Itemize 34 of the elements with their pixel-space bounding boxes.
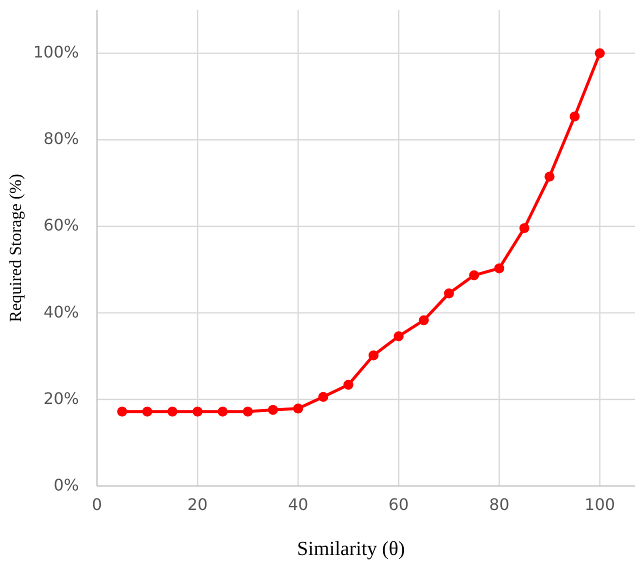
point — [293, 404, 304, 414]
x-tick-label: 40 — [288, 495, 308, 514]
point — [268, 404, 278, 415]
point — [570, 111, 580, 122]
point — [142, 406, 152, 417]
point — [117, 406, 128, 417]
point — [418, 315, 429, 326]
x-tick-label: 0 — [92, 495, 102, 514]
x-tick-label: 100 — [584, 495, 616, 514]
y-tick-label: 60% — [43, 216, 79, 235]
point — [192, 406, 203, 417]
x-tick-label: 60 — [388, 495, 409, 514]
point — [519, 223, 530, 234]
point — [318, 392, 328, 402]
point — [343, 380, 354, 390]
x-axis-title: Similarity (θ) — [297, 538, 405, 560]
point — [469, 270, 480, 280]
x-tick-label: 80 — [489, 495, 510, 514]
point — [544, 172, 555, 182]
y-axis-title: Required Storage (%) — [6, 174, 25, 322]
y-tick-label: 40% — [43, 302, 79, 322]
point — [444, 288, 454, 298]
point — [394, 331, 404, 342]
point — [242, 406, 253, 417]
point — [368, 350, 379, 360]
y-tick-label: 100% — [33, 42, 79, 62]
point — [594, 48, 605, 58]
y-tick-label: 20% — [43, 388, 79, 408]
point — [218, 406, 228, 417]
point — [167, 406, 178, 417]
x-tick-label: 20 — [187, 495, 208, 514]
point — [494, 263, 504, 274]
y-tick-label: 80% — [43, 129, 79, 148]
y-tick-label: 0% — [54, 475, 79, 494]
